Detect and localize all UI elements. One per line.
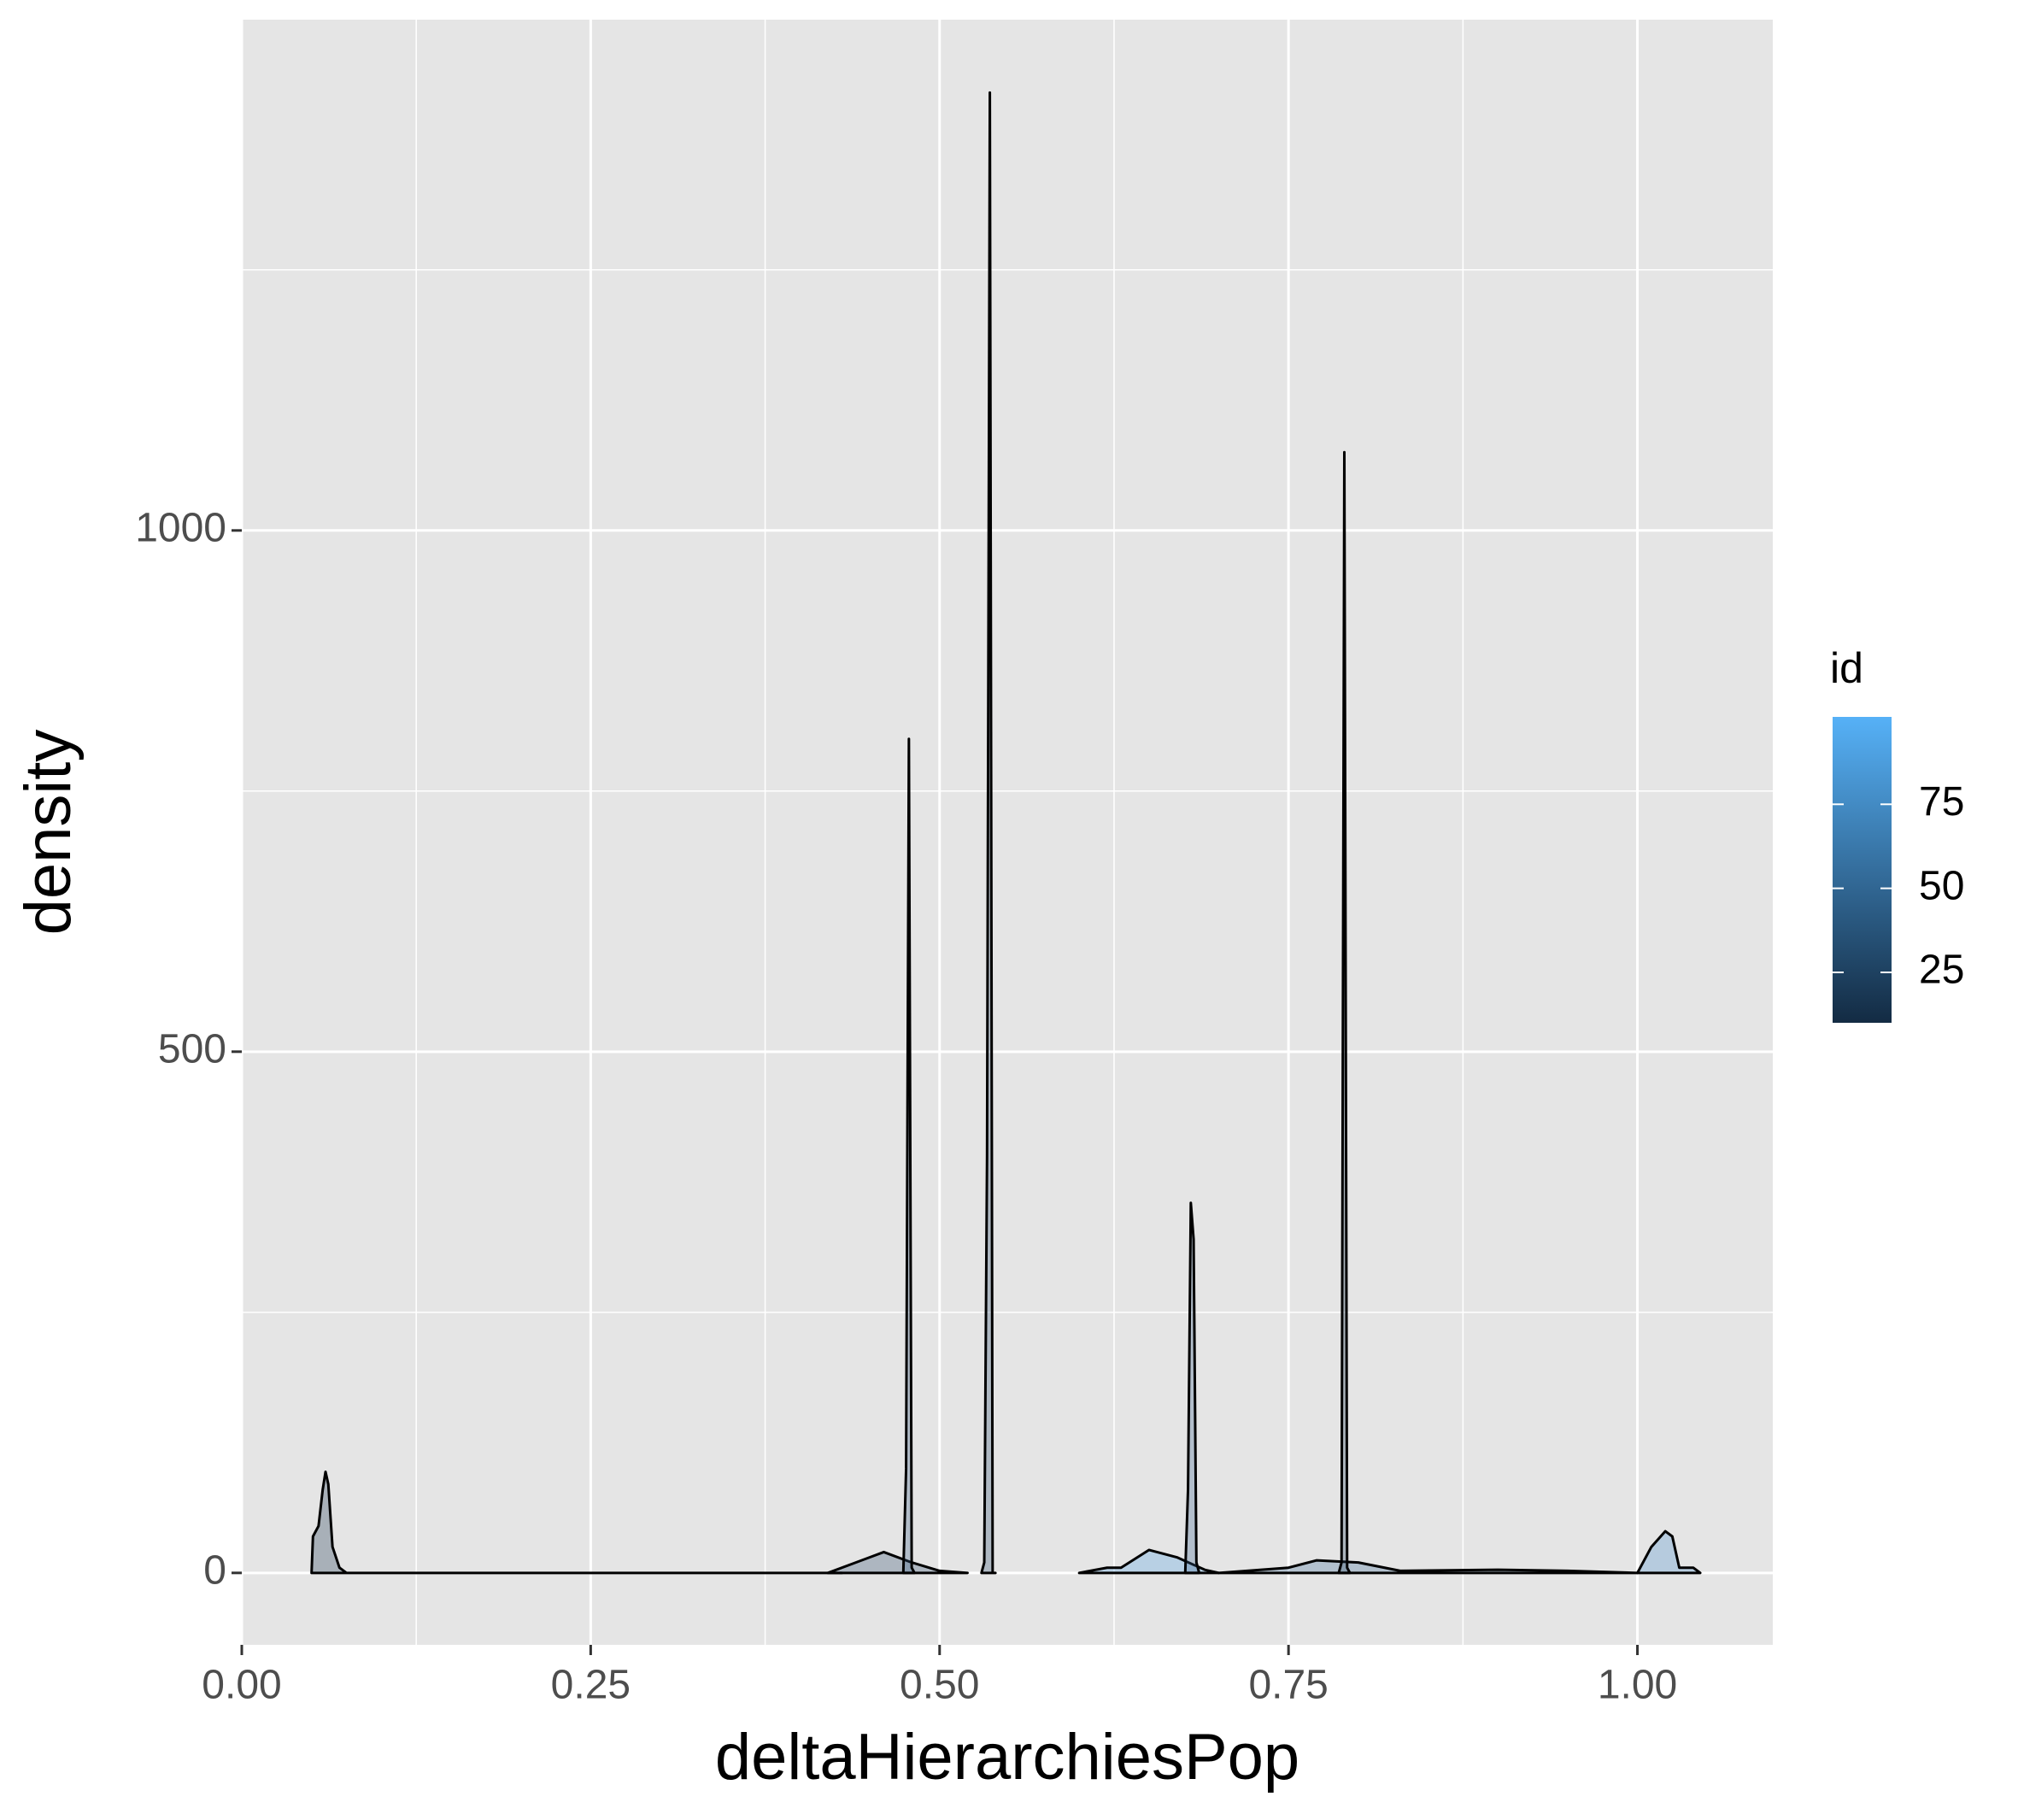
legend-label: 75 xyxy=(1919,779,1964,825)
density-area xyxy=(1077,1548,1220,1575)
x-tick-label: 0.00 xyxy=(202,1663,281,1708)
legend-label: 50 xyxy=(1919,863,1964,908)
density-area xyxy=(310,1470,843,1575)
density-area xyxy=(1337,450,1352,1575)
y-tick-label: 500 xyxy=(158,1026,226,1071)
x-tick-label: 0.75 xyxy=(1248,1663,1328,1708)
panel xyxy=(242,20,1773,1645)
x-tick-label: 0.50 xyxy=(900,1663,979,1708)
density-area xyxy=(1636,1529,1702,1575)
density-area xyxy=(980,91,997,1575)
legend-label: 25 xyxy=(1919,948,1964,993)
x-tick-label: 1.00 xyxy=(1598,1663,1677,1708)
colorbar xyxy=(1833,717,1892,1023)
y-tick-label: 0 xyxy=(203,1547,226,1593)
x-tick-label: 0.25 xyxy=(551,1663,631,1708)
legend-title: id xyxy=(1830,644,1863,692)
y-tick-label: 1000 xyxy=(135,505,226,550)
x-axis-title: deltaHierarchiesPop xyxy=(715,1721,1299,1794)
y-axis-title: density xyxy=(12,730,85,936)
density-area xyxy=(901,737,916,1575)
density-area xyxy=(1183,1201,1201,1575)
density-area xyxy=(1217,1559,1640,1575)
